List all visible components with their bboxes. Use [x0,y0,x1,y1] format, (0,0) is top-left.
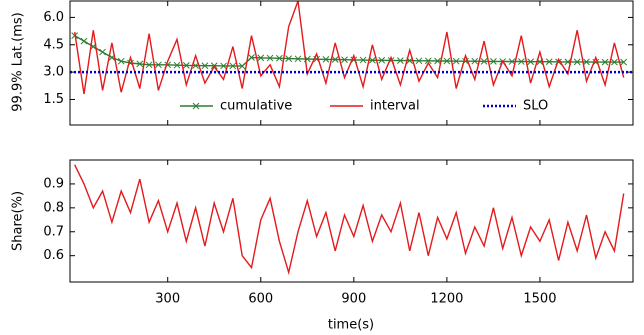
plot-frame [69,0,634,126]
marker [601,58,609,66]
marker [434,57,441,65]
marker [294,55,302,63]
marker [341,56,348,64]
y-tick-label: 0.8 [43,200,64,215]
x-tick-label: 300 [155,292,180,307]
y-tick-label: 4.5 [43,37,64,52]
marker [266,54,274,62]
marker [331,56,339,63]
marker [443,57,451,65]
marker [80,37,88,45]
marker [322,55,330,63]
marker [155,61,162,69]
marker [545,58,553,66]
marker [248,54,255,61]
legend-label: cumulative [220,99,292,114]
marker [397,57,404,64]
y-tick-label: 3.0 [43,65,64,80]
marker [415,57,423,65]
marker [583,58,590,66]
marker [99,48,106,56]
y-tick-label: 0.6 [43,248,64,263]
legend-marker [192,102,200,110]
marker [229,62,237,70]
marker [182,62,190,69]
y-tick-label: 1.5 [43,92,64,107]
marker [136,60,144,68]
marker [378,56,386,64]
x-tick-label: 1200 [430,292,463,307]
marker [117,57,125,65]
x-tick-label: 600 [248,292,273,307]
marker [424,57,432,65]
marker [220,62,227,70]
marker [517,58,525,65]
x-tick-label: 1500 [523,292,556,307]
marker [452,57,460,65]
marker [480,58,488,65]
marker [620,58,628,66]
y-tick-label: 6.0 [43,10,64,25]
marker [276,54,283,62]
marker [201,62,209,70]
marker [471,57,479,65]
marker [508,58,516,65]
y-axis-label: Share(%) [11,191,26,251]
series-line [74,164,625,276]
x-tick-label: 900 [341,292,366,307]
marker [359,56,367,64]
series-line [74,1,625,95]
legend-label: SLO [523,99,548,114]
y-tick-label: 0.9 [43,176,64,191]
marker [145,61,153,69]
series-line [74,34,624,67]
marker [611,58,618,66]
y-axis-label: 99.9% Lat.(ms) [11,12,26,111]
marker [490,58,497,65]
marker [257,54,265,62]
marker [238,62,246,70]
x-axis-label: time(s) [328,318,374,333]
legend-label: interval [370,99,420,114]
marker [369,56,376,64]
y-tick-label: 0.7 [43,224,64,239]
marker [173,61,181,69]
plot-frame [69,159,634,283]
marker [285,55,293,62]
marker [527,58,534,66]
marker [573,58,581,66]
